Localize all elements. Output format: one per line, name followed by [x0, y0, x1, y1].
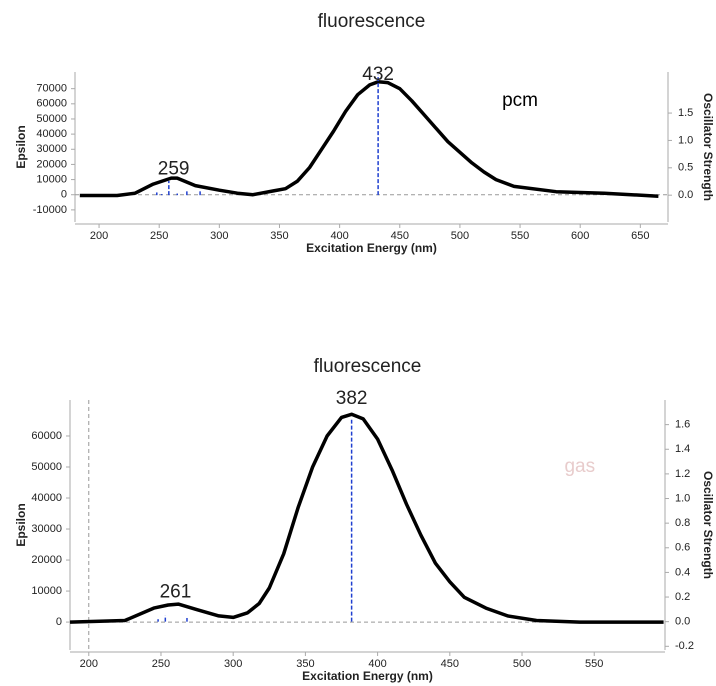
y2-axis-label: Oscillator Strength [701, 471, 715, 579]
y-tick-label: -10000 [33, 204, 67, 216]
x-axis-label: Excitation Energy (nm) [306, 241, 437, 255]
annotation: 382 [336, 388, 368, 409]
x-tick-label: 450 [391, 230, 409, 242]
x-tick-label: 650 [631, 230, 649, 242]
y-axis-label: Epsilon [14, 125, 28, 168]
x-tick-label: 250 [150, 230, 168, 242]
x-tick-label: 400 [368, 658, 386, 670]
x-tick-label: 550 [585, 658, 603, 670]
x-tick-label: 500 [513, 658, 531, 670]
y2-tick-label: 0.4 [675, 566, 690, 578]
y2-tick-label: 0.2 [675, 591, 690, 603]
y2-tick-label: 1.4 [675, 443, 690, 455]
y-axis-label: Epsilon [14, 503, 28, 546]
y2-tick-label: 1.5 [678, 107, 693, 119]
x-axis-label: Excitation Energy (nm) [302, 669, 433, 683]
y-tick-label: 50000 [31, 461, 62, 473]
y-tick-label: 40000 [36, 128, 67, 140]
y2-tick-label: 1.0 [675, 492, 690, 504]
annotation: pcm [502, 90, 538, 111]
x-tick-label: 550 [511, 230, 529, 242]
y-tick-label: 50000 [36, 113, 67, 125]
x-tick-label: 500 [451, 230, 469, 242]
annotation: 259 [158, 159, 190, 180]
y2-tick-label: 0.6 [675, 542, 690, 554]
y-tick-label: 0 [61, 189, 67, 201]
y2-axis-label: Oscillator Strength [701, 93, 715, 201]
chart-title: fluorescence [318, 11, 426, 32]
y-tick-label: 70000 [36, 83, 67, 95]
annotation: 432 [362, 64, 394, 85]
annotation: 261 [160, 582, 192, 603]
chart-title: fluorescence [314, 356, 422, 377]
y-tick-label: 60000 [36, 98, 67, 110]
y-tick-label: 30000 [36, 143, 67, 155]
y2-tick-label: 0.0 [675, 616, 690, 628]
y-tick-label: 60000 [31, 430, 62, 442]
y2-tick-label: 1.0 [678, 134, 693, 146]
x-tick-label: 450 [441, 658, 459, 670]
x-tick-label: 300 [224, 658, 242, 670]
x-tick-label: 400 [330, 230, 348, 242]
y2-tick-label: 0.8 [675, 517, 690, 529]
x-tick-label: 350 [270, 230, 288, 242]
y-tick-label: 20000 [31, 554, 62, 566]
y2-tick-label: 1.6 [675, 419, 690, 431]
y2-tick-label: 0.0 [678, 189, 693, 201]
x-tick-label: 300 [210, 230, 228, 242]
x-tick-label: 200 [90, 230, 108, 242]
y2-tick-label: -0.2 [675, 640, 694, 652]
x-tick-label: 250 [152, 658, 170, 670]
y-tick-label: 20000 [36, 158, 67, 170]
y2-tick-label: 0.5 [678, 162, 693, 174]
spectrum-line [69, 412, 664, 624]
y-tick-label: 10000 [31, 585, 62, 597]
y-tick-label: 40000 [31, 492, 62, 504]
x-tick-label: 200 [80, 658, 98, 670]
y-tick-label: 30000 [31, 523, 62, 535]
annotation: gas [564, 456, 595, 477]
spectrum-line [79, 80, 659, 198]
y-tick-label: 0 [56, 616, 62, 628]
x-tick-label: 600 [571, 230, 589, 242]
x-tick-label: 350 [296, 658, 314, 670]
y2-tick-label: 1.2 [675, 468, 690, 480]
y-tick-label: 10000 [36, 173, 67, 185]
